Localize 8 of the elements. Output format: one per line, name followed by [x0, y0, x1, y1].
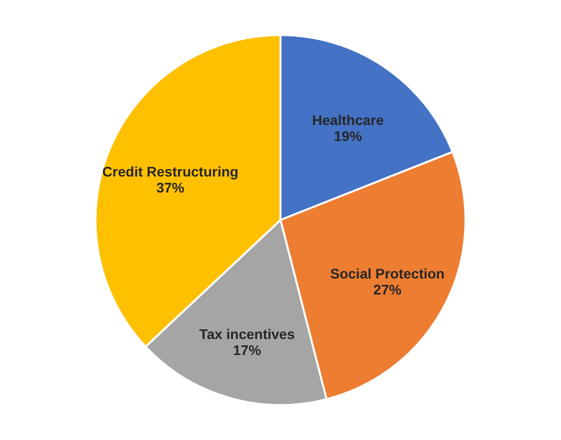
- data-label: 37%: [156, 179, 185, 196]
- slice-label: Social Protection: [330, 265, 445, 282]
- data-label: 19%: [334, 128, 363, 144]
- slice-label: Healthcare: [312, 112, 384, 128]
- slice-label: Tax incentives: [199, 326, 295, 342]
- slice-label: Credit Restructuring: [102, 163, 238, 180]
- data-label: 17%: [233, 342, 262, 358]
- data-label: 27%: [373, 281, 402, 298]
